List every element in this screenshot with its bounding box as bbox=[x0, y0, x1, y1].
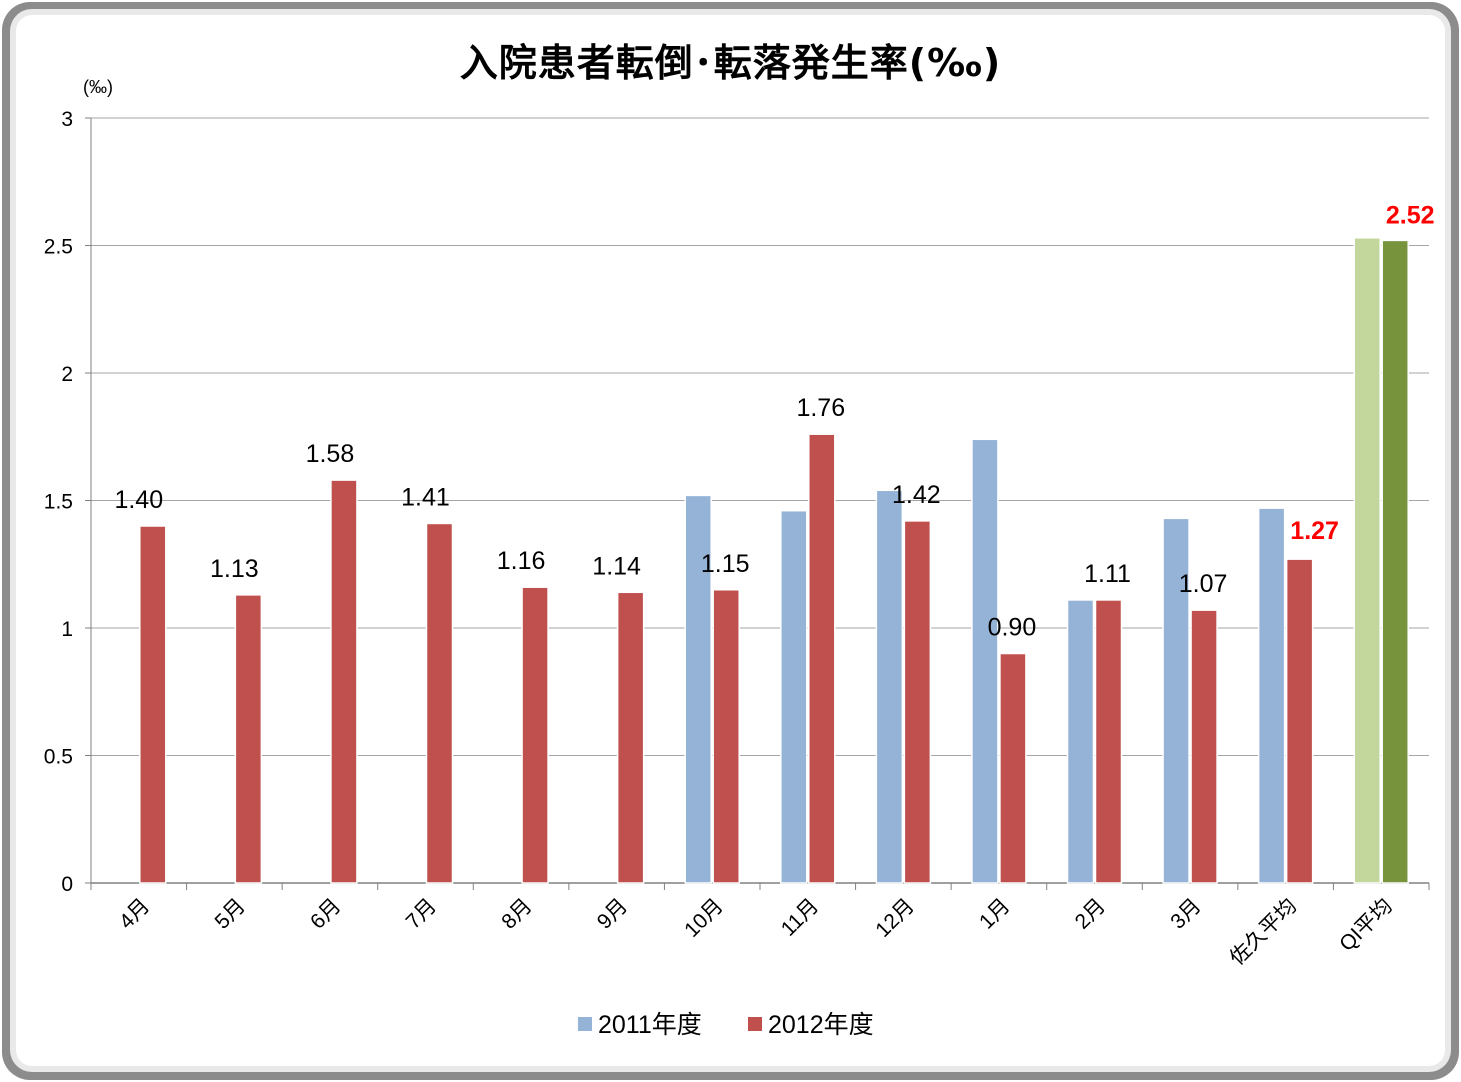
data-label: 1.58 bbox=[306, 440, 355, 468]
bar-2012 bbox=[808, 433, 836, 884]
bar-2012 bbox=[139, 525, 167, 884]
data-label: 1.27 bbox=[1290, 517, 1339, 545]
legend-swatch bbox=[748, 1017, 762, 1031]
x-tick-label: 5月 bbox=[211, 894, 250, 933]
data-label: 2.52 bbox=[1386, 201, 1435, 229]
bar-2012 bbox=[1285, 558, 1314, 884]
data-label: 1.11 bbox=[1084, 560, 1131, 588]
x-tick-label: 10月 bbox=[680, 894, 728, 942]
y-tick-label: 0 bbox=[61, 873, 73, 896]
bar-2012 bbox=[330, 479, 358, 884]
bar-2011 bbox=[684, 494, 712, 884]
bar-2011 bbox=[875, 489, 904, 884]
data-label: 1.15 bbox=[701, 550, 750, 578]
x-tick-label: 11月 bbox=[777, 894, 824, 941]
data-label: 0.90 bbox=[988, 614, 1037, 642]
bar-2012 bbox=[1094, 599, 1123, 884]
bar-2012 bbox=[712, 589, 740, 884]
legend-label: 2012年度 bbox=[768, 1011, 874, 1039]
bar-2011 bbox=[1257, 507, 1286, 884]
x-tick-label: 6月 bbox=[306, 894, 345, 933]
x-tick-label: QI平均 bbox=[1335, 894, 1397, 956]
x-tick-label: 佐久平均 bbox=[1226, 894, 1302, 970]
bar-2011 bbox=[780, 509, 808, 884]
x-tick-label: 7月 bbox=[402, 894, 441, 933]
y-tick-label: 0.5 bbox=[44, 746, 73, 769]
bar-2011 bbox=[1162, 517, 1190, 884]
data-label: 1.41 bbox=[401, 483, 450, 511]
bar-2012 bbox=[521, 586, 549, 884]
data-label: 1.14 bbox=[592, 552, 641, 580]
data-label: 1.07 bbox=[1179, 570, 1228, 598]
x-tick-label: 4月 bbox=[115, 894, 154, 933]
bar-2012 bbox=[999, 652, 1027, 884]
chart-area bbox=[16, 15, 1445, 1066]
x-tick-label: 8月 bbox=[497, 894, 536, 933]
y-axis-label: (‰) bbox=[83, 77, 113, 97]
y-tick-label: 1 bbox=[61, 618, 73, 641]
data-label: 1.40 bbox=[114, 486, 163, 514]
bar-2011 bbox=[1353, 237, 1381, 884]
x-tick-label: 3月 bbox=[1166, 894, 1205, 933]
bar-2012 bbox=[1190, 609, 1218, 884]
data-label: 1.16 bbox=[497, 547, 546, 575]
chart-title: 入院患者転倒･転落発生率(‰) bbox=[459, 41, 1002, 85]
y-tick-label: 1.5 bbox=[44, 491, 73, 514]
y-tick-label: 3 bbox=[61, 108, 73, 131]
x-tick-label: 1月 bbox=[975, 894, 1014, 933]
bar-2012 bbox=[903, 520, 932, 884]
bar-2012 bbox=[1381, 239, 1409, 884]
bar-2012 bbox=[616, 591, 645, 884]
bar-2012 bbox=[425, 522, 454, 884]
legend-swatch bbox=[578, 1017, 592, 1031]
bar-2011 bbox=[1066, 599, 1095, 884]
data-label: 1.76 bbox=[796, 394, 845, 422]
legend-label: 2011年度 bbox=[598, 1011, 702, 1039]
x-tick-label: 2月 bbox=[1071, 894, 1110, 933]
y-tick-label: 2 bbox=[61, 363, 73, 386]
data-label: 1.13 bbox=[210, 555, 259, 583]
data-label: 1.42 bbox=[892, 481, 941, 509]
x-tick-label: 12月 bbox=[871, 894, 919, 942]
bar-2012 bbox=[234, 594, 263, 884]
y-tick-label: 2.5 bbox=[44, 236, 73, 259]
bar-2011 bbox=[971, 438, 999, 884]
x-tick-label: 9月 bbox=[593, 894, 632, 933]
